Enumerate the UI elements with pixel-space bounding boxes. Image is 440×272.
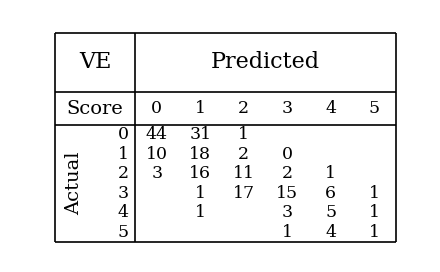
Text: 5: 5 [369, 100, 380, 117]
Text: 4: 4 [325, 100, 336, 117]
Text: 5: 5 [118, 224, 129, 241]
Text: 1: 1 [369, 185, 380, 202]
Text: 0: 0 [282, 146, 293, 163]
Text: 1: 1 [195, 185, 206, 202]
Text: 3: 3 [151, 165, 162, 182]
Text: 2: 2 [118, 165, 129, 182]
Text: 0: 0 [151, 100, 162, 117]
Text: Actual: Actual [65, 152, 83, 215]
Text: Score: Score [67, 100, 124, 118]
Text: 1: 1 [369, 224, 380, 241]
Text: 31: 31 [189, 126, 211, 143]
Text: 1: 1 [325, 165, 336, 182]
Text: 10: 10 [146, 146, 168, 163]
Text: 1: 1 [282, 224, 293, 241]
Text: 1: 1 [369, 204, 380, 221]
Text: 3: 3 [118, 185, 129, 202]
Text: 4: 4 [325, 224, 336, 241]
Text: 5: 5 [325, 204, 336, 221]
Text: 1: 1 [238, 126, 249, 143]
Text: 2: 2 [238, 100, 249, 117]
Text: VE: VE [79, 51, 111, 73]
Text: 3: 3 [282, 100, 293, 117]
Text: Predicted: Predicted [211, 51, 320, 73]
Text: 1: 1 [195, 100, 206, 117]
Text: 44: 44 [146, 126, 168, 143]
Text: 1: 1 [195, 204, 206, 221]
Text: 2: 2 [238, 146, 249, 163]
Text: 16: 16 [189, 165, 211, 182]
Text: 18: 18 [189, 146, 211, 163]
Text: 3: 3 [282, 204, 293, 221]
Text: 0: 0 [118, 126, 129, 143]
Text: 11: 11 [233, 165, 255, 182]
Text: 1: 1 [118, 146, 129, 163]
Text: 17: 17 [233, 185, 255, 202]
Text: 6: 6 [325, 185, 336, 202]
Text: 15: 15 [276, 185, 298, 202]
Text: 2: 2 [282, 165, 293, 182]
Text: 4: 4 [118, 204, 129, 221]
